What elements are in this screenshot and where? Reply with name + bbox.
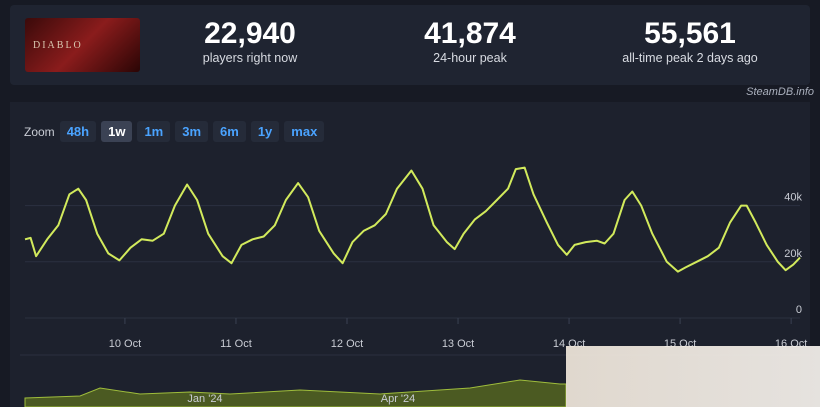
game-logo: DIABLO	[25, 18, 140, 72]
zoom-button[interactable]: 1m	[137, 121, 171, 142]
stat: 22,940 players right now	[150, 17, 350, 65]
zoom-button[interactable]: max	[284, 121, 325, 142]
navigator-label: Apr '24	[381, 393, 416, 405]
x-tick-label: 10 Oct	[109, 338, 141, 350]
y-tick-label: 0	[796, 304, 802, 316]
zoom-bar: Zoom 48h 1w 1m 3m 6m 1y max	[24, 121, 325, 142]
watermark	[566, 346, 820, 407]
zoom-button[interactable]: 3m	[175, 121, 209, 142]
stat-label: 24-hour peak	[433, 51, 507, 65]
stat-label: all-time peak 2 days ago	[622, 51, 758, 65]
zoom-button[interactable]: 1y	[250, 121, 280, 142]
stat: 55,561 all-time peak 2 days ago	[590, 17, 790, 65]
credit: SteamDB.info	[746, 86, 814, 98]
x-tick-label: 13 Oct	[442, 338, 474, 350]
series-line	[24, 166, 801, 273]
stat-label: players right now	[202, 51, 298, 65]
y-tick-label: 20k	[784, 248, 802, 260]
x-tick-label: 12 Oct	[331, 338, 363, 350]
zoom-button[interactable]: 48h	[59, 121, 97, 142]
stat-value: 55,561	[644, 17, 736, 50]
navigator-label: Jan '24	[187, 393, 222, 405]
stat: 41,874 24-hour peak	[370, 17, 570, 65]
stat-value: 22,940	[204, 17, 296, 50]
zoom-button[interactable]: 1w	[101, 121, 133, 142]
y-tick-label: 40k	[784, 192, 802, 204]
navigator-area	[24, 379, 567, 407]
stats-bar: DIABLO 22,940 players right now 41,874 24-…	[10, 5, 810, 85]
x-tick-label: 11 Oct	[220, 338, 252, 350]
zoom-label: Zoom	[24, 124, 55, 139]
stat-value: 41,874	[424, 17, 516, 50]
zoom-button[interactable]: 6m	[213, 121, 246, 142]
